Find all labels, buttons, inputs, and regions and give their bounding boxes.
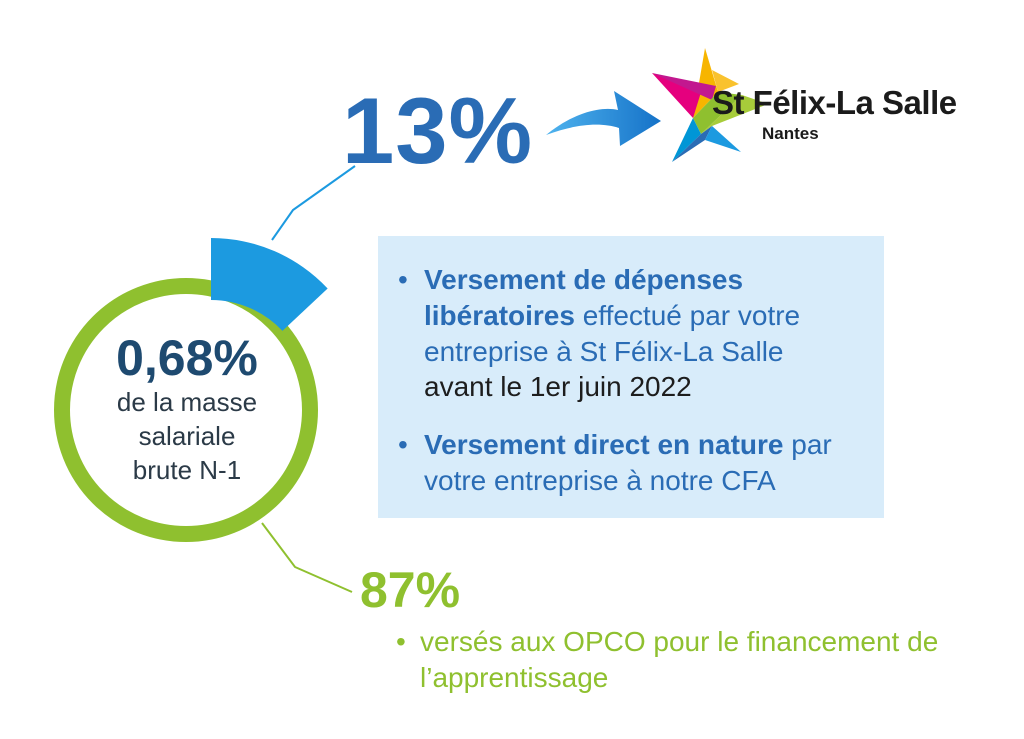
donut-ring-opco	[54, 278, 318, 542]
info-item-bold: Versement de dépenses libératoires	[424, 264, 744, 331]
info-item: Versement direct en nature par votre ent…	[398, 427, 858, 499]
center-label-line3: brute N-1	[132, 455, 242, 486]
info-item-text: par votre entreprise à notre CFA	[424, 429, 832, 497]
percent-school: 13%	[342, 78, 534, 183]
donut-wedge-school	[211, 238, 328, 331]
star-logo-icon	[652, 48, 768, 162]
info-box: Versement de dépenses libératoires effec…	[378, 236, 884, 518]
info-item-extra: avant le 1er juin 2022	[424, 371, 692, 403]
center-label-line2: salariale	[138, 420, 236, 451]
opco-list-item: versés aux OPCO pour le financement de l…	[396, 624, 960, 696]
logo-city: Nantes	[762, 124, 819, 143]
info-item-text: effectué par votre entreprise à St Félix…	[424, 299, 801, 367]
center-value: 0,68%	[116, 330, 258, 386]
percent-opco: 87%	[360, 562, 461, 618]
curved-arrow-icon	[546, 91, 661, 146]
info-item-bold: Versement direct en nature	[424, 429, 784, 461]
opco-list: versés aux OPCO pour le financement de l…	[396, 624, 960, 696]
connector-line-school	[271, 165, 356, 241]
connector-line-opco	[261, 522, 353, 593]
donut-center-label: 0,68% de la masse salariale brute N-1	[92, 332, 282, 487]
info-item: Versement de dépenses libératoires effec…	[398, 262, 858, 405]
logo-name: St Félix-La Salle	[712, 84, 957, 121]
center-label-line1: de la masse	[116, 386, 258, 417]
info-list: Versement de dépenses libératoires effec…	[398, 262, 858, 499]
logo: St Félix-La Salle Nantes	[712, 86, 957, 142]
